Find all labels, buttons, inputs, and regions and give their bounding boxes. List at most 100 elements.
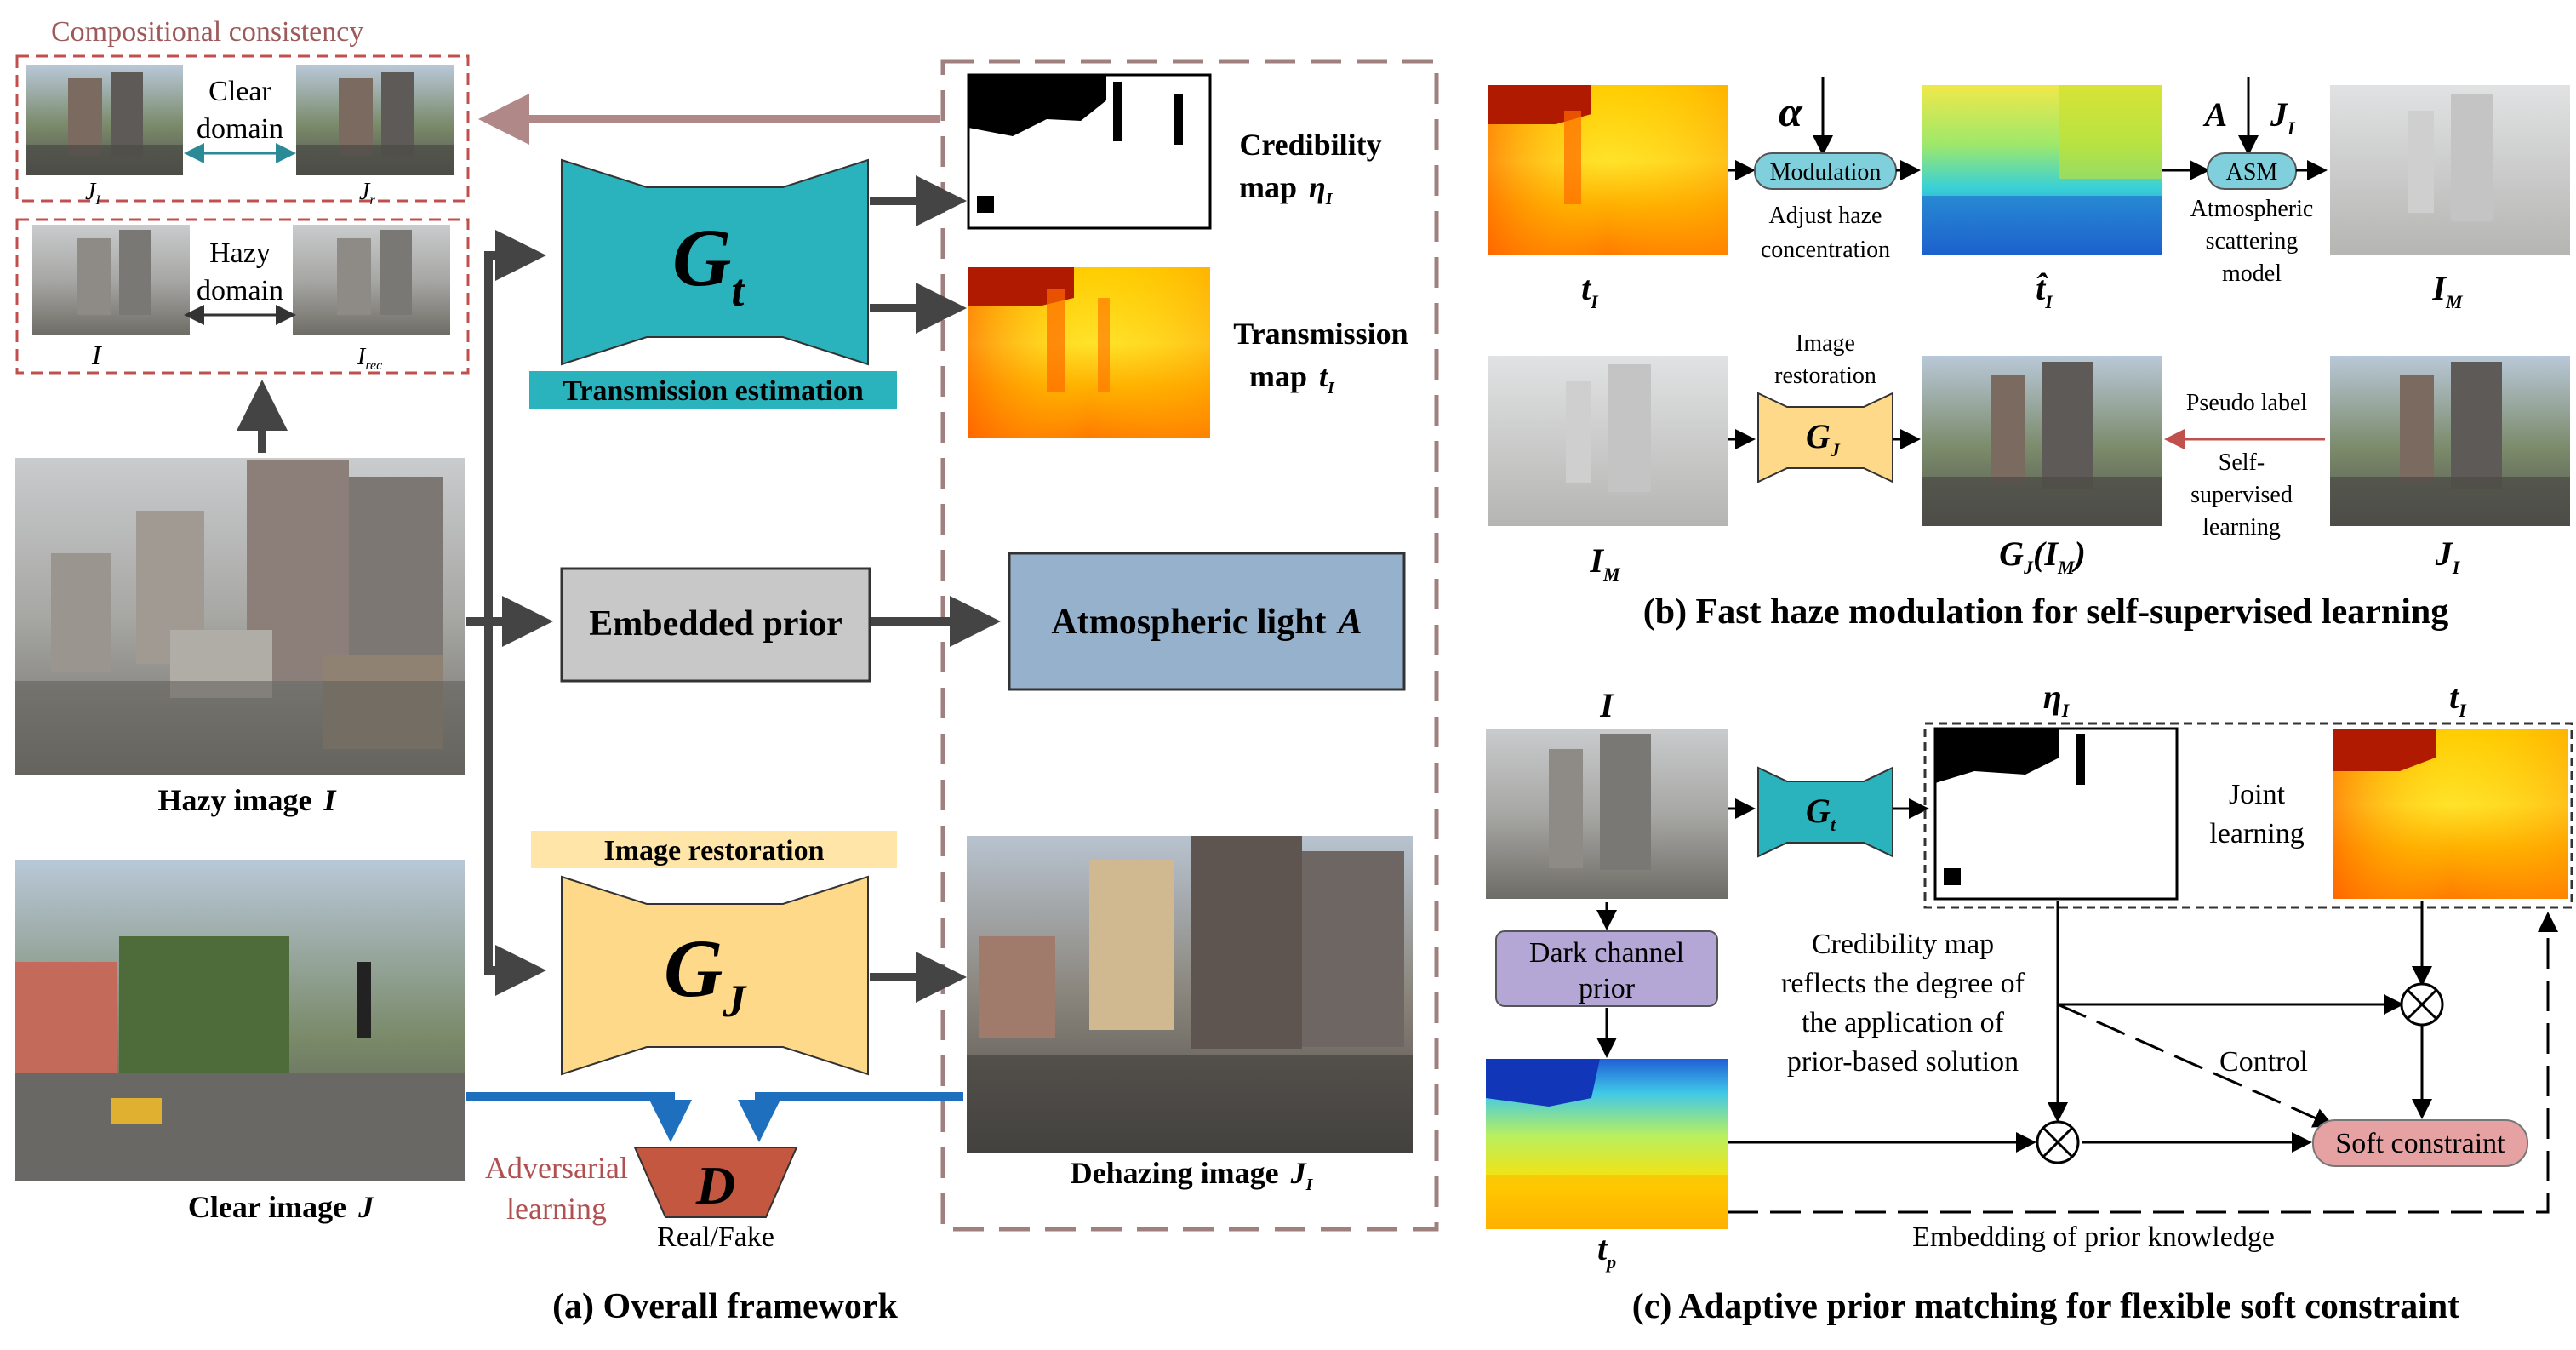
- embedded-prior-label: Embedded prior: [589, 604, 842, 644]
- b-i-m-label: IM: [2431, 269, 2464, 312]
- caption-a: (a) Overall framework: [552, 1287, 898, 1326]
- b-self-1: Self-: [2219, 449, 2265, 476]
- gt-bowtie: [561, 158, 869, 366]
- b-ji-label: JI: [2270, 95, 2296, 139]
- hazy-domain-label-2: domain: [197, 275, 283, 306]
- transmission-map-label-2: map tI: [1249, 359, 1335, 398]
- b-self-3: learning: [2202, 514, 2281, 541]
- c-joint-1: Joint: [2229, 779, 2286, 810]
- b-t-hat-image: [1922, 85, 2162, 255]
- b-i-m2-image: [1488, 356, 1728, 526]
- image-restoration-bar: [531, 831, 897, 868]
- c-eta-image: [1933, 727, 2179, 901]
- consistency-title: Compositional consistency: [51, 16, 363, 48]
- b-modulation-label: Modulation: [1770, 159, 1882, 186]
- dehazing-image-label: Dehazing image JI: [1071, 1156, 1314, 1194]
- c-i-image: [1486, 729, 1728, 899]
- c-joint-dashed-box: [1923, 722, 2573, 909]
- b-gj-im-label: GJ(IM): [1999, 535, 2086, 578]
- b-adjust-2: concentration: [1761, 237, 1890, 263]
- b-gj-label: GJ: [1806, 417, 1841, 460]
- transmission-map-image: [968, 267, 1210, 438]
- clear-image: [15, 860, 465, 1181]
- output-dashed-box: [940, 59, 1439, 1232]
- c-soft-constraint-label: Soft constraint: [2335, 1128, 2505, 1159]
- thumb-i-rec: [293, 225, 450, 335]
- adversarial-label-1: Adversarial: [485, 1151, 628, 1185]
- c-gt-bowtie: [1757, 766, 1893, 858]
- transmission-estimation-label: Transmission estimation: [563, 375, 864, 407]
- b-pseudo-label: Pseudo label: [2186, 390, 2308, 416]
- label-j-i: JI: [85, 179, 100, 208]
- b-restoration-2: restoration: [1774, 363, 1876, 389]
- b-i-m-image: [2330, 85, 2570, 255]
- b-asm-label: ASM: [2226, 159, 2278, 186]
- c-credibility-4: prior-based solution: [1787, 1046, 2019, 1078]
- clear-domain-label-2: domain: [197, 113, 283, 145]
- b-self-2: supervised: [2190, 482, 2293, 508]
- b-gj-im-image: [1922, 356, 2162, 526]
- c-dark-channel-2: prior: [1579, 973, 1636, 1004]
- c-t-p-label: tp: [1597, 1229, 1616, 1273]
- c-i-label: I: [1599, 686, 1614, 724]
- caption-c: (c) Adaptive prior matching for flexible…: [1632, 1287, 2460, 1326]
- c-t-i-label: tI: [2449, 678, 2467, 721]
- b-j-i-image: [2330, 356, 2570, 526]
- b-a-label: A: [2202, 95, 2228, 134]
- gj-label: GJ: [664, 923, 747, 1027]
- hazy-domain-label-1: Hazy: [209, 237, 271, 269]
- embedded-prior-box: [560, 567, 871, 683]
- transmission-map-label-1: Transmission: [1233, 317, 1408, 351]
- c-lines: [1728, 901, 2432, 1153]
- c-t-p-image: [1486, 1059, 1728, 1229]
- label-j-r: Jr: [359, 179, 375, 208]
- hazy-image-label: Hazy image I: [158, 783, 338, 817]
- c-credibility-3: the application of: [1802, 1007, 2005, 1038]
- credibility-map-label-2: map ηI: [1239, 170, 1334, 209]
- b-i-m2-label: IM: [1589, 541, 1621, 585]
- c-embedding-label: Embedding of prior knowledge: [1912, 1221, 2275, 1253]
- c-eta-label: ηI: [2043, 678, 2071, 721]
- c-multiply-2: [2036, 1120, 2080, 1164]
- b-restoration-1: Image: [1796, 330, 1855, 357]
- gj-bowtie: [561, 875, 869, 1076]
- real-fake-label: Real/Fake: [657, 1221, 774, 1253]
- thumb-j-i: [26, 65, 183, 175]
- c-credibility-1: Credibility map: [1812, 929, 1994, 960]
- c-joint-2: learning: [2209, 818, 2304, 849]
- b-t-hat-label: t̂I: [2036, 269, 2053, 312]
- c-embedding-line: [1728, 912, 2558, 1214]
- b-gj-bowtie: [1757, 392, 1893, 483]
- clear-image-label: Clear image J: [188, 1190, 374, 1224]
- b-j-i-label: JI: [2435, 535, 2461, 578]
- thumb-j-r: [296, 65, 454, 175]
- b-t-i-label: tI: [1581, 269, 1599, 312]
- atmospheric-light-label: Atmospheric light A: [1051, 603, 1362, 642]
- label-i-rec: Irec: [357, 344, 382, 373]
- b-asm-desc-1: Atmospheric: [2190, 196, 2314, 222]
- discriminator-label: D: [695, 1155, 735, 1216]
- b-t-i-image: [1488, 85, 1728, 255]
- dehazing-image: [967, 836, 1413, 1153]
- label-i: I: [91, 340, 102, 370]
- adversarial-arrow-dehaze: [738, 1092, 963, 1142]
- transmission-estimation-bar: [529, 371, 897, 409]
- thumb-i: [32, 225, 190, 335]
- c-control-line: [2057, 1003, 2334, 1128]
- clear-domain-label-1: Clear: [208, 76, 271, 107]
- b-asm-desc-2: scattering: [2206, 228, 2299, 255]
- c-multiply-1: [2400, 982, 2444, 1027]
- hazy-domain-box: [15, 218, 470, 375]
- b-asm-desc-3: model: [2222, 260, 2282, 287]
- caption-b: (b) Fast haze modulation for self-superv…: [1643, 592, 2449, 632]
- c-credibility-2: reflects the degree of: [1781, 968, 2025, 999]
- b-adjust-1: Adjust haze: [1769, 203, 1882, 229]
- c-control-label: Control: [2219, 1046, 2308, 1078]
- c-gt-label: Gt: [1806, 792, 1836, 835]
- hazy-image: [15, 458, 465, 775]
- adversarial-arrow-clear: [466, 1092, 692, 1142]
- c-dark-channel-1: Dark channel: [1529, 937, 1684, 969]
- credibility-map-image: [967, 73, 1212, 230]
- atmospheric-light-box: [1008, 552, 1406, 691]
